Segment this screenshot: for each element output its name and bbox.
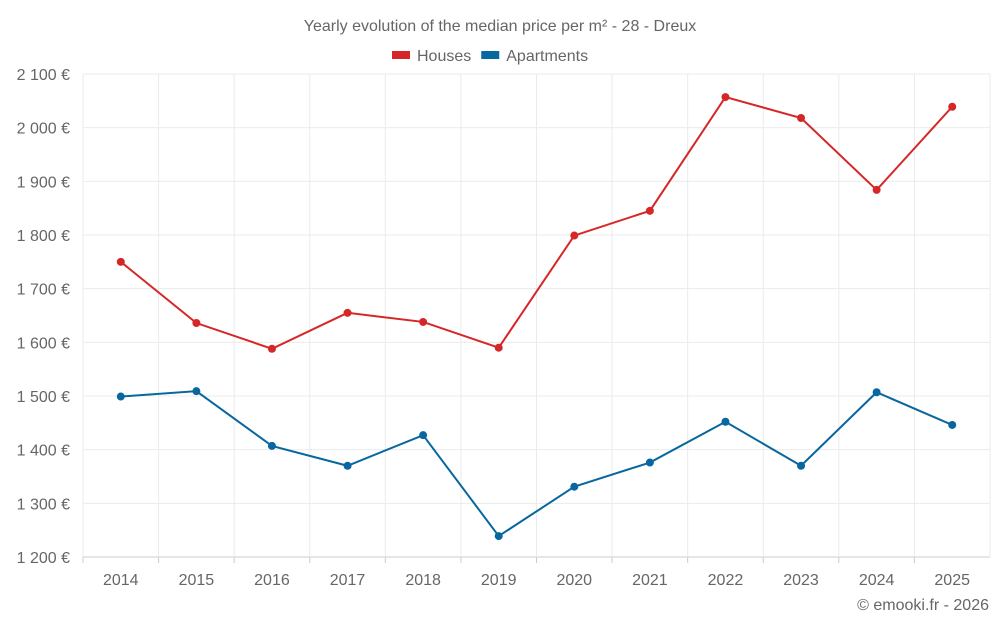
y-tick-label: 2 000 € — [17, 121, 70, 138]
footer-credit: © emooki.fr - 2026 — [857, 597, 989, 614]
x-tick-label: 2025 — [934, 572, 970, 589]
y-tick-label: 1 700 € — [17, 282, 70, 299]
data-point[interactable] — [267, 344, 276, 353]
data-point[interactable] — [721, 93, 730, 102]
x-tick-label: 2022 — [708, 572, 744, 589]
x-tick-label: 2018 — [405, 572, 441, 589]
legend-label: Apartments — [506, 48, 588, 65]
x-tick-label: 2014 — [103, 572, 139, 589]
chart-title: Yearly evolution of the median price per… — [304, 18, 696, 35]
y-tick-label: 1 600 € — [17, 335, 70, 352]
series-line — [120, 95, 953, 350]
x-tick-label: 2017 — [330, 572, 366, 589]
data-point[interactable] — [343, 308, 352, 317]
x-tick-label: 2016 — [254, 572, 290, 589]
x-tick-label: 2020 — [556, 572, 592, 589]
data-point[interactable] — [343, 461, 352, 470]
x-tick-label: 2024 — [859, 572, 895, 589]
grid — [82, 73, 991, 558]
data-point[interactable] — [419, 431, 428, 440]
y-tick-label: 1 200 € — [17, 550, 70, 567]
series-apartments — [116, 387, 957, 541]
data-point[interactable] — [116, 392, 125, 401]
data-point[interactable] — [645, 458, 654, 467]
y-tick-label: 1 900 € — [17, 174, 70, 191]
series-houses — [116, 93, 957, 353]
data-point[interactable] — [948, 420, 957, 429]
data-point[interactable] — [948, 102, 957, 111]
y-axis: 1 200 € 1 300 € 1 400 € 1 500 € 1 600 € 1 700… — [17, 67, 70, 567]
data-point[interactable] — [267, 441, 276, 450]
data-point[interactable] — [494, 343, 503, 352]
y-tick-label: 2 100 € — [17, 67, 70, 84]
data-point[interactable] — [872, 388, 881, 397]
data-point[interactable] — [645, 206, 654, 215]
data-point[interactable] — [570, 482, 579, 491]
legend-swatch — [392, 51, 410, 59]
x-axis: 2014 2015 2016 2017 2018 2019 2020 2021 2022 2023… — [82, 557, 970, 589]
x-tick-label: 2015 — [179, 572, 215, 589]
y-tick-label: 1 400 € — [17, 443, 70, 460]
x-tick-label: 2023 — [783, 572, 819, 589]
data-point[interactable] — [192, 319, 201, 328]
data-point[interactable] — [494, 532, 503, 541]
data-point[interactable] — [797, 114, 806, 123]
legend-label: Houses — [417, 48, 471, 65]
data-point[interactable] — [797, 461, 806, 470]
legend-swatch — [481, 51, 500, 59]
data-point[interactable] — [419, 317, 428, 326]
legend-item-houses[interactable]: Houses — [392, 48, 471, 65]
data-point[interactable] — [570, 231, 579, 240]
data-point[interactable] — [192, 387, 201, 396]
y-tick-label: 1 500 € — [17, 389, 70, 406]
x-tick-label: 2021 — [632, 572, 668, 589]
data-point[interactable] — [721, 417, 730, 426]
data-point[interactable] — [116, 257, 125, 266]
series-group — [116, 93, 957, 541]
legend[interactable]: Houses Apartments — [392, 48, 588, 65]
series-line — [120, 390, 953, 538]
y-tick-label: 1 300 € — [17, 496, 70, 513]
data-point[interactable] — [872, 185, 881, 194]
y-tick-label: 1 800 € — [17, 228, 70, 245]
x-tick-label: 2019 — [481, 572, 517, 589]
legend-item-apartments[interactable]: Apartments — [481, 48, 588, 65]
